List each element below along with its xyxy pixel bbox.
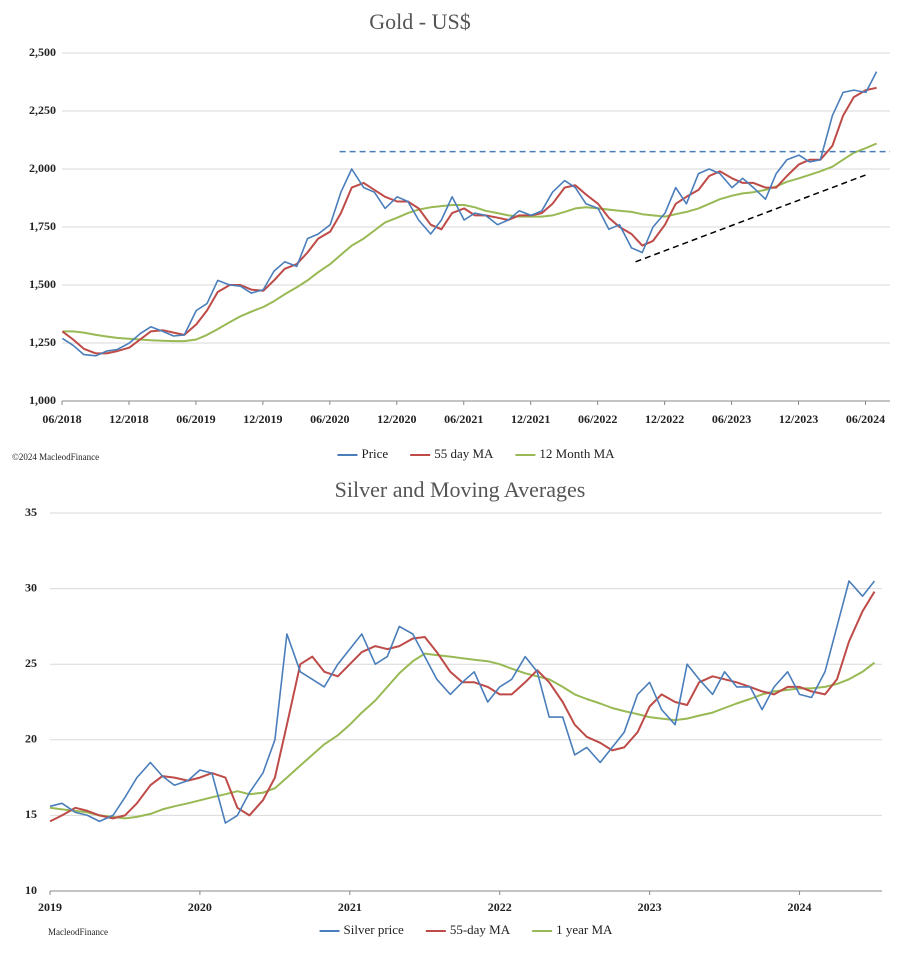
x-tick-label: 2022: [488, 900, 512, 914]
x-tick-label: 12/2022: [645, 412, 684, 426]
y-tick-label: 1,750: [29, 219, 56, 233]
x-tick-label: 06/2018: [42, 412, 81, 426]
y-tick-label: 15: [25, 807, 37, 821]
series-line: [61, 86, 877, 355]
x-tick-label: 12/2020: [377, 412, 416, 426]
series-line: [49, 591, 876, 823]
legend-label: Silver price: [344, 922, 405, 937]
y-tick-label: 25: [25, 656, 37, 670]
series-line: [61, 71, 878, 357]
x-tick-label: 06/2019: [176, 412, 215, 426]
x-tick-label: 12/2018: [109, 412, 148, 426]
x-tick-label: 2024: [788, 900, 812, 914]
chart-title: Silver and Moving Averages: [335, 477, 586, 502]
x-tick-label: 12/2021: [511, 412, 550, 426]
source-note: MacleodFinance: [48, 927, 108, 937]
y-tick-label: 1,500: [29, 277, 56, 291]
x-tick-label: 12/2019: [243, 412, 282, 426]
source-note: ©2024 MacleodFinance: [12, 452, 99, 462]
legend-label: 12 Month MA: [539, 446, 615, 461]
x-tick-label: 06/2022: [578, 412, 617, 426]
series-line: [49, 652, 876, 820]
x-tick-label: 06/2024: [846, 412, 885, 426]
y-tick-label: 2,250: [29, 103, 56, 117]
x-tick-label: 06/2023: [712, 412, 751, 426]
y-tick-label: 1,000: [29, 393, 56, 407]
x-tick-label: 2023: [638, 900, 662, 914]
y-tick-label: 10: [25, 883, 37, 897]
reference-line: [635, 174, 866, 263]
y-tick-label: 2,000: [29, 161, 56, 175]
y-tick-label: 35: [25, 505, 37, 519]
x-tick-label: 2021: [338, 900, 362, 914]
legend-label: 55 day MA: [434, 446, 494, 461]
legend-label: 55-day MA: [450, 922, 511, 937]
series-line: [49, 580, 876, 824]
x-tick-label: 2019: [38, 900, 62, 914]
chart-title: Gold - US$: [369, 9, 470, 34]
x-tick-label: 2020: [188, 900, 212, 914]
series-line: [62, 142, 877, 343]
y-tick-label: 20: [25, 732, 37, 746]
x-tick-label: 06/2020: [310, 412, 349, 426]
y-tick-label: 2,500: [29, 45, 56, 59]
legend-label: Price: [361, 446, 388, 461]
y-tick-label: 30: [25, 580, 37, 594]
x-tick-label: 12/2023: [779, 412, 818, 426]
x-tick-label: 06/2021: [444, 412, 483, 426]
y-tick-label: 1,250: [29, 335, 56, 349]
legend-label: 1 year MA: [556, 922, 613, 937]
